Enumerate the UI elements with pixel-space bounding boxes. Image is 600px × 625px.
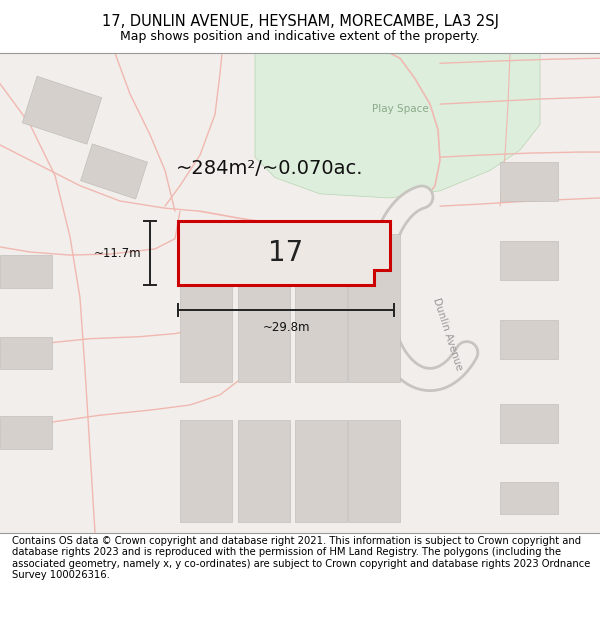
Text: 17: 17 [268, 239, 304, 267]
Bar [500, 162, 558, 201]
Text: ~284m²/~0.070ac.: ~284m²/~0.070ac. [176, 159, 364, 178]
Bar [500, 404, 558, 442]
Text: Dunlin Avenue: Dunlin Avenue [431, 296, 464, 371]
Bar [295, 420, 347, 522]
Bar [0, 416, 52, 449]
Bar [500, 321, 558, 359]
Bar [180, 234, 232, 381]
Bar [22, 76, 102, 144]
Text: ~11.7m: ~11.7m [94, 246, 141, 259]
Bar [238, 234, 290, 381]
Bar [238, 420, 290, 522]
Bar [500, 241, 558, 279]
Text: Map shows position and indicative extent of the property.: Map shows position and indicative extent… [120, 30, 480, 43]
Bar [0, 255, 52, 288]
Text: 17, DUNLIN AVENUE, HEYSHAM, MORECAMBE, LA3 2SJ: 17, DUNLIN AVENUE, HEYSHAM, MORECAMBE, L… [101, 14, 499, 29]
Bar [180, 420, 232, 522]
Bar [80, 144, 148, 199]
Polygon shape [178, 221, 390, 284]
Bar [348, 420, 400, 522]
Bar [0, 337, 52, 369]
Text: ~29.8m: ~29.8m [262, 321, 310, 334]
Polygon shape [255, 53, 540, 198]
Bar [295, 234, 347, 381]
Bar [348, 234, 400, 381]
Bar [500, 481, 558, 514]
Text: Play Space: Play Space [371, 104, 428, 114]
Text: Contains OS data © Crown copyright and database right 2021. This information is : Contains OS data © Crown copyright and d… [12, 536, 590, 581]
